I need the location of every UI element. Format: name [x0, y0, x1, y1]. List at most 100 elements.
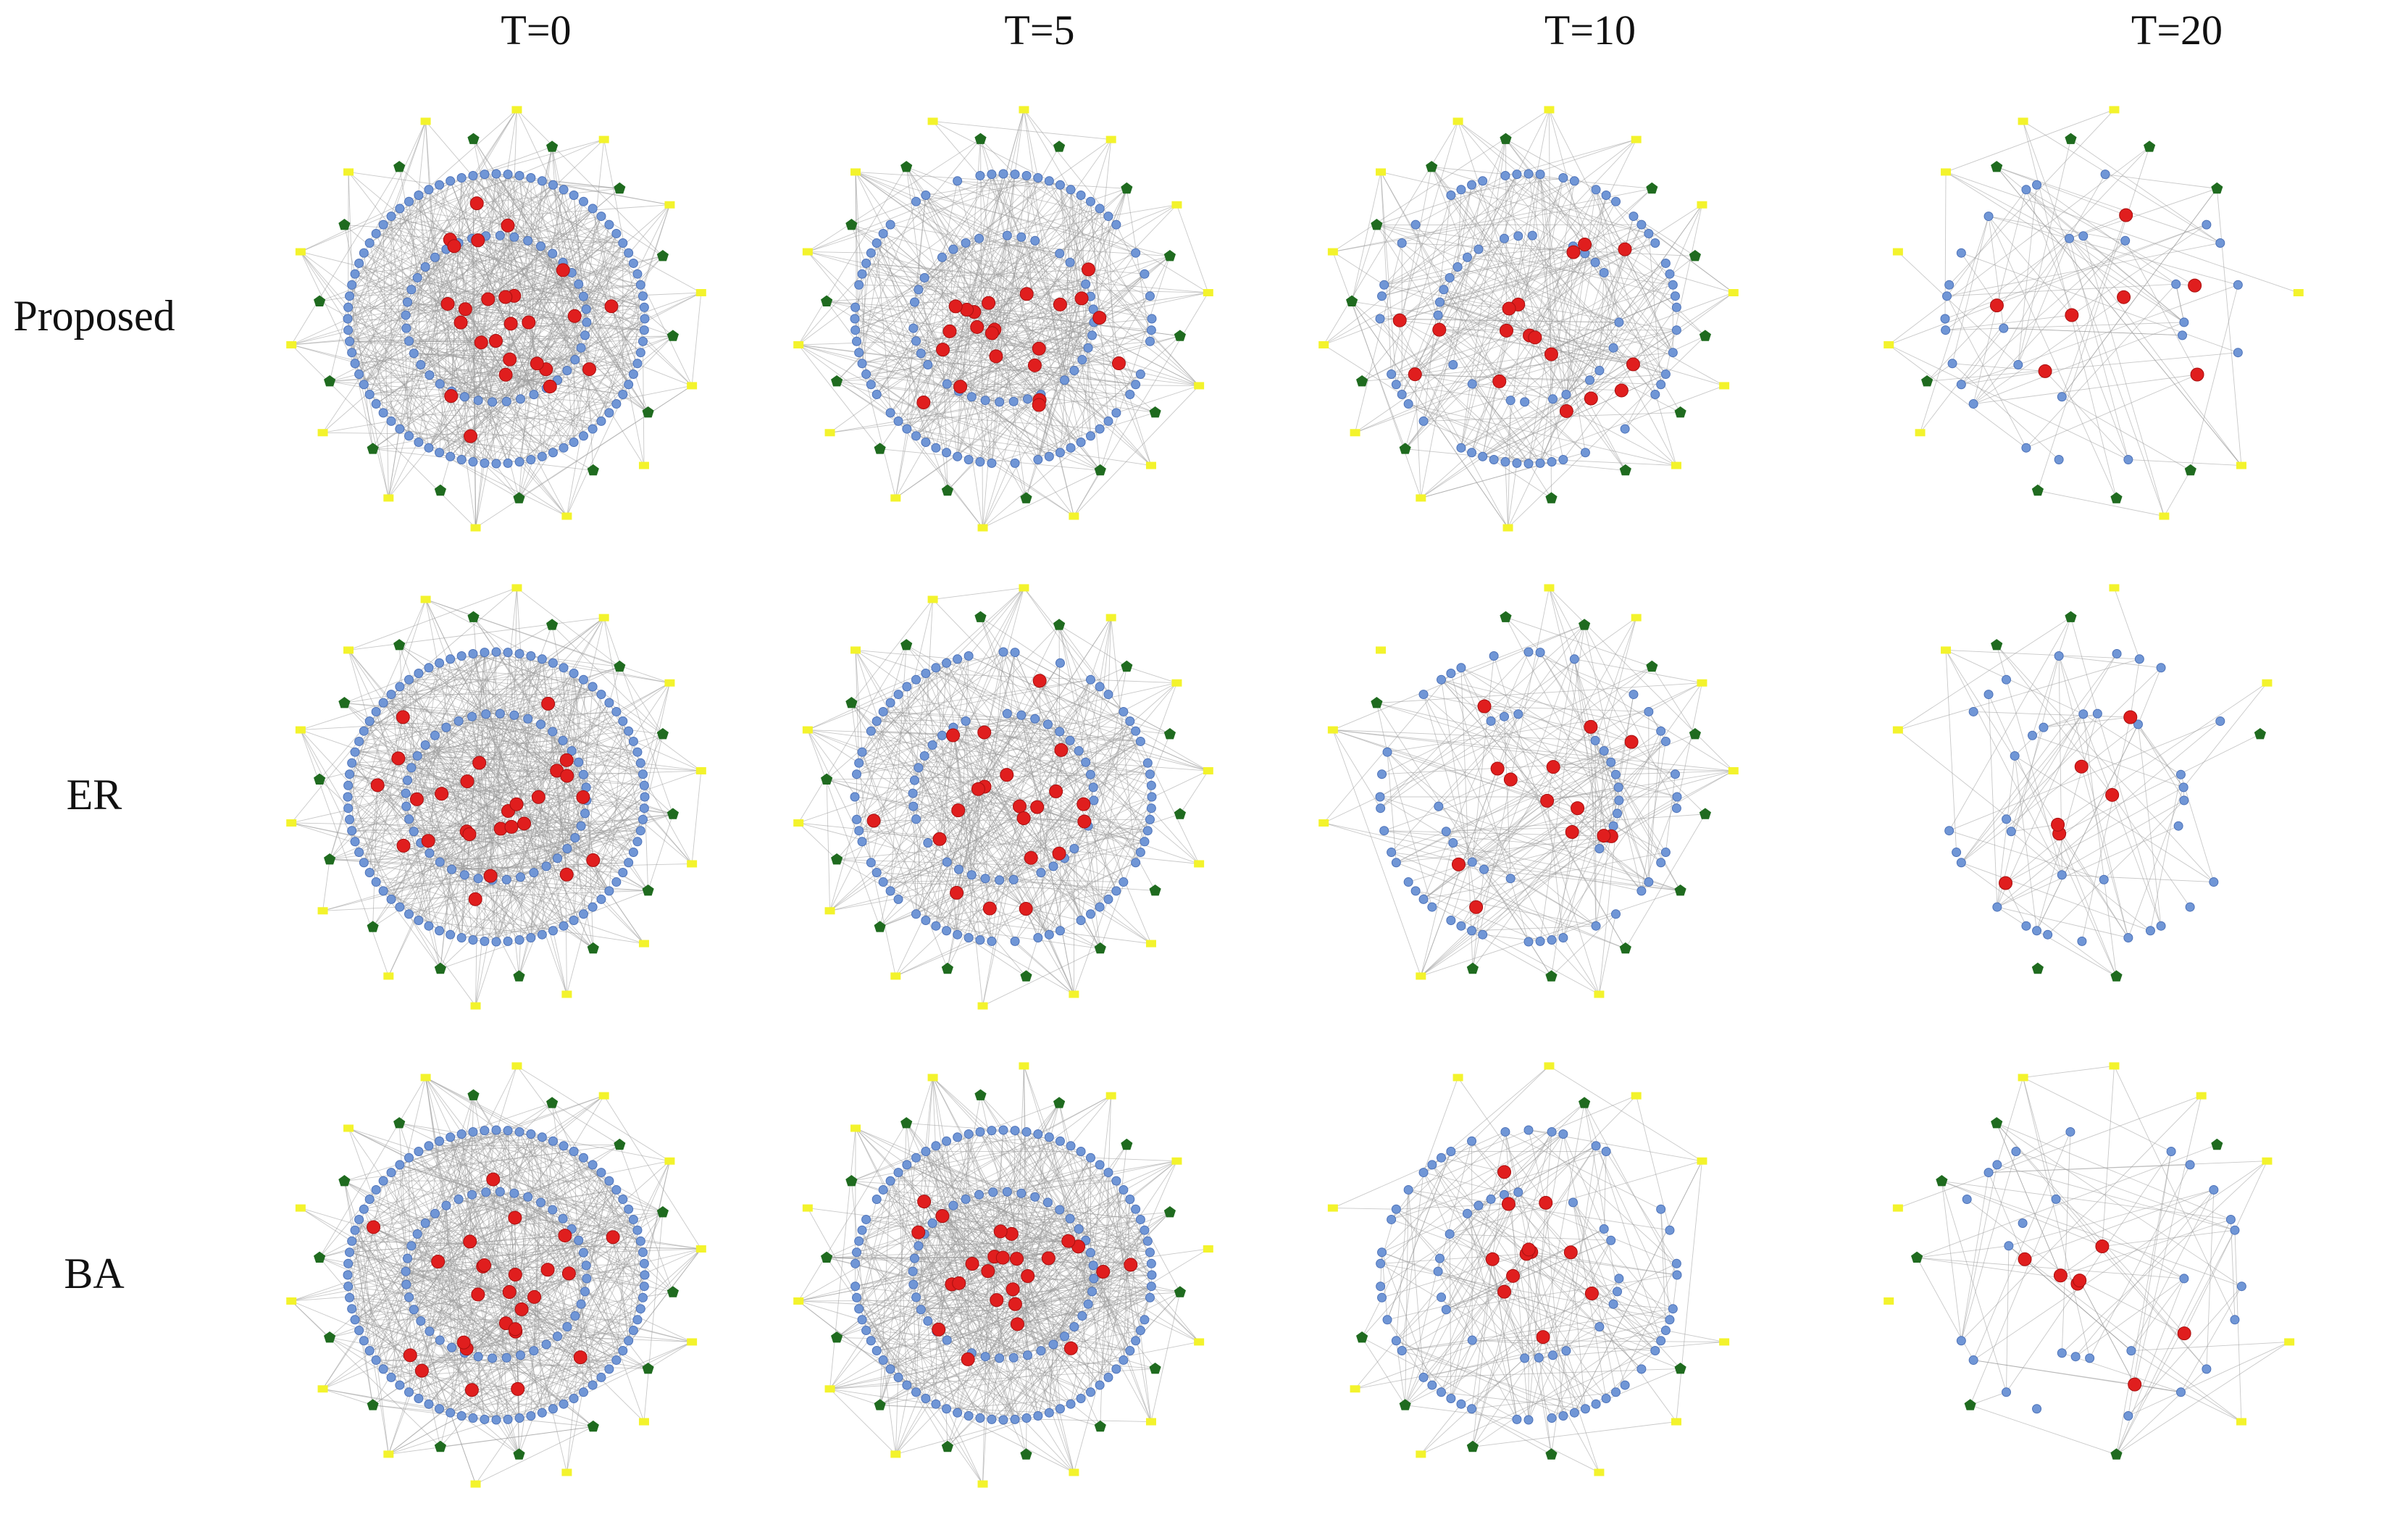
blue-node — [911, 674, 921, 685]
blue-node — [2209, 877, 2219, 887]
blue-node — [523, 235, 533, 246]
edge — [344, 1130, 509, 1182]
edge — [369, 174, 485, 243]
edge — [2071, 224, 2207, 316]
edge — [1607, 694, 1634, 838]
blue-node — [953, 929, 963, 940]
edge — [300, 729, 497, 942]
blue-node — [1535, 648, 1545, 658]
edge — [1460, 667, 1498, 769]
blue-node — [578, 1247, 588, 1258]
edge — [2018, 185, 2037, 365]
edge — [611, 306, 649, 413]
edge — [1505, 175, 1673, 285]
blue-node — [931, 443, 941, 453]
edge — [1324, 244, 1585, 346]
edge — [1460, 189, 1585, 254]
blue-node — [514, 648, 524, 658]
blue-node — [406, 1241, 417, 1251]
blue-node — [1010, 648, 1020, 658]
yellow-node — [1318, 340, 1329, 348]
edge — [984, 651, 1004, 879]
blue-node — [1446, 668, 1456, 678]
blue-node — [2145, 926, 2155, 936]
edge — [1088, 340, 1150, 348]
blue-node — [2043, 929, 2053, 940]
green-node — [1500, 133, 1512, 144]
edge — [492, 243, 624, 403]
edge — [807, 729, 881, 927]
edge — [1926, 146, 2150, 382]
edge — [1952, 216, 1989, 364]
edge — [2023, 121, 2221, 243]
red-node — [498, 290, 513, 304]
green-node — [1699, 808, 1711, 819]
blue-node — [1391, 858, 1401, 868]
blue-node — [1947, 359, 1957, 369]
edge — [348, 1095, 604, 1264]
edge — [484, 463, 567, 517]
blue-node — [1103, 690, 1113, 700]
edge — [1437, 314, 1586, 453]
blue-node — [1520, 397, 1530, 407]
edge — [2164, 470, 2191, 517]
edge — [1093, 322, 1137, 385]
blue-node — [509, 232, 519, 242]
blue-node — [480, 648, 490, 658]
edge — [1539, 174, 1681, 413]
edge — [519, 374, 634, 462]
edge — [580, 1274, 645, 1358]
edge — [291, 822, 511, 827]
green-node — [656, 250, 669, 262]
blue-node — [345, 1247, 355, 1258]
edge — [916, 680, 1016, 942]
edge — [1415, 335, 1530, 375]
edge — [473, 138, 576, 360]
blue-node — [1636, 219, 1647, 230]
blue-node — [1403, 399, 1413, 409]
edge — [1528, 180, 1575, 464]
edge — [890, 412, 1100, 430]
edge — [1420, 842, 1454, 977]
edge — [942, 349, 947, 453]
edge — [829, 658, 958, 911]
yellow-node — [286, 340, 297, 348]
edge — [369, 394, 485, 464]
edge — [1534, 189, 1597, 338]
red-node — [1624, 735, 1639, 749]
edge — [1949, 721, 2220, 832]
blue-node — [604, 408, 614, 418]
edge — [439, 624, 553, 931]
blue-node — [1010, 170, 1020, 180]
edge — [399, 686, 594, 861]
yellow-node — [664, 201, 675, 209]
blue-node — [1069, 366, 1079, 376]
yellow-node — [1105, 135, 1116, 143]
blue-node — [1048, 861, 1058, 871]
blue-node — [1956, 380, 1966, 390]
blue-node — [404, 1153, 414, 1163]
edge — [876, 238, 979, 395]
yellow-node — [977, 1002, 988, 1010]
edge — [960, 173, 1004, 387]
edge — [1421, 813, 1618, 977]
edge — [1676, 682, 1702, 808]
red-node — [471, 1287, 485, 1302]
blue-node — [1489, 454, 1499, 464]
blue-node — [435, 448, 445, 458]
edge — [1401, 243, 1536, 338]
blue-node — [467, 711, 477, 722]
blue-node — [1095, 902, 1105, 912]
blue-node — [1377, 769, 1387, 779]
edge — [375, 1271, 406, 1360]
edge — [496, 673, 574, 942]
edge — [1014, 1199, 1131, 1420]
edge — [858, 762, 1084, 822]
green-node — [1163, 728, 1176, 740]
edge — [982, 188, 1127, 528]
edge — [991, 872, 1042, 942]
edge — [418, 195, 451, 457]
edge — [858, 762, 1152, 944]
edge — [932, 588, 1024, 600]
green-node — [434, 962, 446, 974]
